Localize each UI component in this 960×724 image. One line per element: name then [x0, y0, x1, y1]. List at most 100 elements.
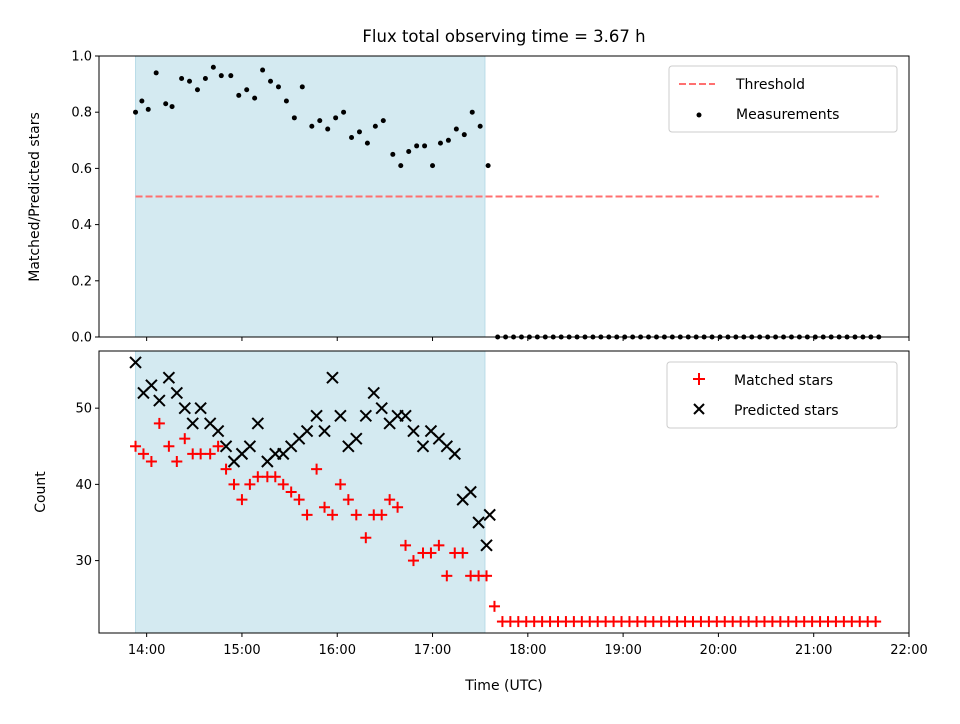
measurement-point	[228, 73, 234, 79]
matched-point	[334, 478, 346, 490]
predicted-point	[483, 508, 496, 522]
top-x-axis-ticks	[146, 337, 910, 341]
predicted-point	[326, 371, 339, 384]
predicted-point	[350, 432, 363, 445]
matched-point	[392, 501, 404, 513]
predicted-x-b	[334, 409, 347, 422]
legend-measurements-swatch	[696, 112, 702, 118]
measurement-point	[398, 163, 404, 169]
predicted-x-b	[407, 424, 420, 438]
x-tick-label: 21:00	[795, 643, 832, 658]
x-tick-label: 14:00	[128, 643, 165, 658]
measurement-point	[153, 70, 159, 76]
top-axes-frame	[98, 55, 910, 338]
predicted-x-b	[483, 508, 496, 522]
predicted-x-b	[211, 424, 225, 438]
x-tick-label: 20:00	[700, 643, 737, 658]
measurement-point	[317, 118, 323, 124]
predicted-x-b	[350, 432, 363, 445]
predicted-point	[472, 516, 485, 529]
predicted-x-b	[170, 386, 184, 400]
top-legend-box	[668, 65, 898, 133]
measurement-point	[299, 84, 305, 90]
extra-predicted-point	[483, 508, 496, 522]
matched-point	[204, 448, 216, 460]
predicted-x-b	[145, 379, 158, 392]
x-tick-label: 15:00	[223, 643, 260, 658]
predicted-x-b	[203, 417, 217, 430]
predicted-x-b	[310, 409, 323, 422]
predicted-x-b	[375, 401, 388, 415]
measurement-point	[260, 67, 266, 73]
measurement-point	[202, 75, 208, 81]
matched-point	[342, 494, 354, 506]
x-tick-label: 18:00	[509, 643, 546, 658]
predicted-x-b	[440, 440, 454, 453]
predicted-x-b	[448, 447, 461, 461]
predicted-x-b	[243, 440, 257, 453]
y-tick-label: 0.6	[71, 162, 92, 177]
measurement-point	[477, 123, 483, 129]
matched-point	[195, 448, 207, 460]
predicted-point	[178, 401, 191, 415]
matched-point	[870, 616, 882, 628]
matched-point	[220, 463, 232, 475]
matched-point	[400, 539, 412, 551]
measurement-point	[236, 92, 242, 98]
matched-point	[488, 600, 500, 612]
measurement-point	[187, 78, 193, 84]
x-axis-label: Time (UTC)	[464, 678, 542, 694]
measurement-point	[422, 143, 428, 149]
predicted-point	[407, 424, 420, 438]
predicted-point	[310, 409, 323, 422]
predicted-point	[243, 440, 257, 453]
measurement-point	[364, 140, 370, 146]
measurement-point	[333, 115, 339, 121]
matched-point	[433, 539, 445, 551]
matched-point	[360, 532, 372, 544]
legend-threshold-label: Threshold	[735, 77, 805, 93]
y-tick-label: 40	[75, 478, 92, 493]
predicted-x-b	[480, 539, 493, 552]
x-tick-label: 17:00	[414, 643, 451, 658]
predicted-point	[129, 356, 142, 369]
matched-point	[163, 440, 175, 452]
y-tick-label: 0.2	[71, 274, 92, 289]
matched-stars-series	[130, 417, 882, 628]
predicted-point	[145, 379, 158, 392]
matched-point	[350, 509, 362, 521]
predicted-point	[300, 424, 314, 438]
matched-point	[384, 494, 396, 506]
measurement-point	[244, 87, 250, 93]
matched-point	[441, 570, 453, 582]
matched-point	[293, 494, 305, 506]
predicted-point	[153, 394, 166, 407]
predicted-point	[399, 409, 412, 422]
bottom-panel: 30 40 50 14:00 15:00 16:00 17:00 18:00 19:00 20:…	[33, 350, 928, 694]
measurement-point	[139, 98, 145, 104]
predicted-x-b	[367, 386, 380, 400]
matched-point	[130, 440, 142, 452]
matched-point	[326, 509, 338, 521]
predicted-point	[480, 539, 493, 552]
matched-point	[285, 486, 297, 498]
measurement-point	[349, 134, 355, 140]
predicted-stars-series	[129, 356, 493, 552]
observing-window-bottom	[135, 350, 486, 634]
measurement-point	[430, 163, 436, 169]
predicted-x-b	[162, 371, 176, 384]
bottom-y-axis-label: Count	[33, 471, 49, 513]
predicted-x-b	[194, 401, 207, 415]
measurement-point	[437, 140, 443, 146]
predicted-x-b	[178, 401, 191, 415]
predicted-point	[162, 371, 176, 384]
matched-point	[407, 555, 419, 567]
measurement-point	[356, 129, 362, 135]
matched-point	[179, 433, 191, 445]
legend-matched-swatch	[693, 373, 705, 385]
measurement-point	[145, 106, 151, 112]
predicted-point	[416, 440, 430, 453]
matched-point	[145, 456, 157, 468]
predicted-point	[448, 447, 461, 461]
matched-point	[277, 478, 289, 490]
